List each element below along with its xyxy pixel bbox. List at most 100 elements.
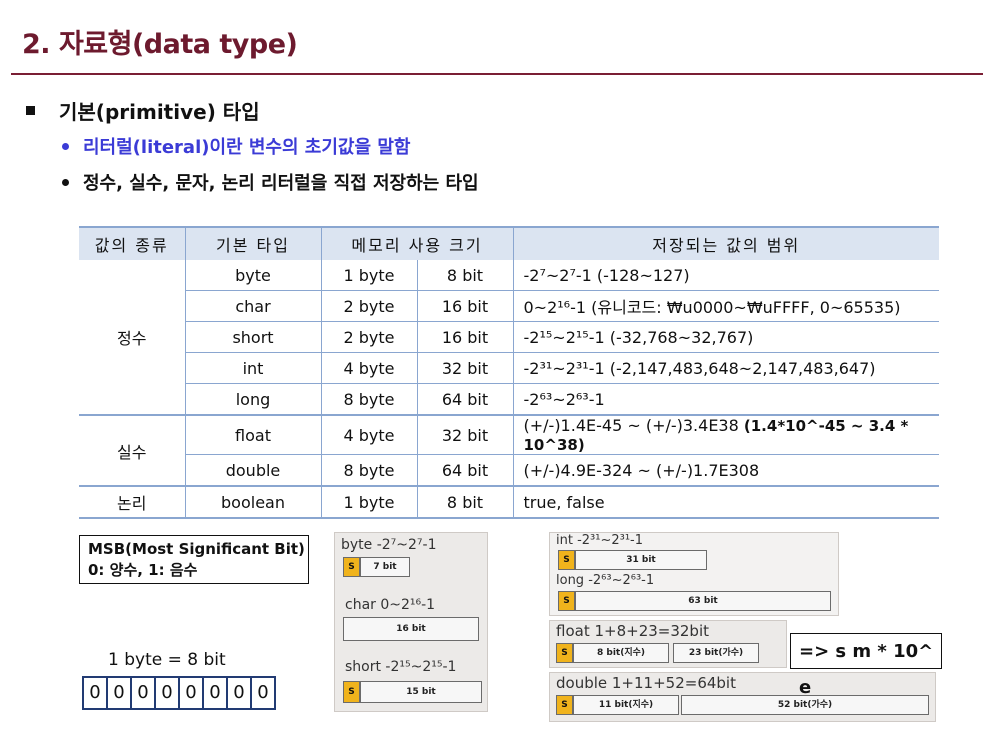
- cell-bits: 32 bit: [417, 352, 514, 384]
- cell-bits: 16 bit: [417, 290, 514, 322]
- cell-bits: 32 bit: [417, 415, 514, 455]
- short-diagram-label: short -2¹⁵~2¹⁵-1: [345, 659, 457, 675]
- bit-cell: 0: [108, 678, 132, 708]
- cell-type: char: [185, 290, 322, 322]
- sign-bit: S: [556, 643, 573, 663]
- header-type: 기본 타입: [185, 226, 322, 260]
- bullet-primitive-text: 기본(primitive) 타입: [59, 100, 260, 124]
- float-diagram: float 1+8+23=32bit S 8 bit(지수) 23 bit(가수…: [549, 620, 787, 668]
- cell-type: boolean: [185, 486, 322, 519]
- sign-bit: S: [558, 591, 575, 611]
- double-exponent-bar: 11 bit(지수): [573, 695, 679, 715]
- group-integer: 정수: [79, 260, 186, 416]
- long-bits-bar: 63 bit: [575, 591, 831, 611]
- cell-bytes: 4 byte: [321, 415, 418, 455]
- cell-type: double: [185, 454, 322, 487]
- table-row: short 2 byte 16 bit -2¹⁵~2¹⁵-1 (-32,768~…: [79, 321, 939, 353]
- bit-cells: 0 0 0 0 0 0 0 0: [82, 676, 276, 710]
- sign-bit: S: [556, 695, 573, 715]
- bit-cell: 0: [156, 678, 180, 708]
- cell-bytes: 4 byte: [321, 352, 418, 384]
- cell-bits: 8 bit: [417, 486, 514, 519]
- cell-range: -2⁷~2⁷-1 (-128~127): [513, 260, 939, 291]
- header-range: 저장되는 값의 범위: [513, 226, 939, 260]
- table-row: 정수 byte 1 byte 8 bit -2⁷~2⁷-1 (-128~127): [79, 260, 939, 416]
- dot-bullet-icon: [62, 142, 69, 150]
- bullet-literal: 리터럴(literal)이란 변수의 초기값을 말함: [62, 133, 410, 159]
- cell-type: long: [185, 383, 322, 416]
- byte-label: 1 byte = 8 bit: [108, 650, 226, 670]
- header-kind: 값의 종류: [79, 226, 186, 260]
- cell-range: -2³¹~2³¹-1 (-2,147,483,648~2,147,483,647…: [513, 352, 939, 384]
- cell-type: int: [185, 352, 322, 384]
- page-title: 2. 자료형(data type): [22, 29, 298, 60]
- cell-range: (+/-)1.4E-45 ~ (+/-)3.4E38 (1.4*10^-45 ~…: [513, 415, 939, 455]
- sign-bit: S: [343, 681, 360, 703]
- primitive-type-table: 값의 종류 기본 타입 메모리 사용 크기 저장되는 값의 범위 정수 byte…: [79, 226, 939, 519]
- cell-bits: 16 bit: [417, 321, 514, 353]
- cell-bytes: 1 byte: [321, 260, 418, 291]
- bullet-literal-text: 리터럴(literal)이란 변수의 초기값을 말함: [83, 137, 411, 158]
- long-diagram-label: long -2⁶³~2⁶³-1: [556, 573, 655, 588]
- float-diagram-label: float 1+8+23=32bit: [556, 622, 710, 640]
- table-row: 실수 float 4 byte 32 bit (+/-)1.4E-45 ~ (+…: [79, 415, 939, 487]
- msb-note: MSB(Most Significant Bit) 0: 양수, 1: 음수: [79, 535, 309, 584]
- cell-range: -2⁶³~2⁶³-1: [513, 383, 939, 416]
- bit-cell: 0: [204, 678, 228, 708]
- float-mantissa-bar: 23 bit(가수): [673, 643, 759, 663]
- sign-bit: S: [558, 550, 575, 570]
- cell-range: (+/-)4.9E-324 ~ (+/-)1.7E308: [513, 454, 939, 487]
- dot-bullet-icon: [62, 178, 69, 186]
- double-mantissa-bar: 52 bit(가수): [681, 695, 929, 715]
- cell-type: short: [185, 321, 322, 353]
- char-diagram-label: char 0~2¹⁶-1: [345, 597, 436, 613]
- cell-bits: 64 bit: [417, 383, 514, 416]
- double-diagram-label: double 1+11+52=64bit: [556, 674, 736, 692]
- bit-cell: 0: [257, 682, 269, 703]
- range-note: (1.4*10^-45 ~ 3.4 * 10^38): [523, 417, 909, 454]
- int-long-diagram: int -2³¹~2³¹-1 S 31 bit long -2⁶³~2⁶³-1 …: [549, 532, 839, 616]
- table-header-row: 값의 종류 기본 타입 메모리 사용 크기 저장되는 값의 범위: [79, 226, 939, 260]
- bit-cell: 0: [132, 678, 156, 708]
- bit-cell: 0: [228, 678, 252, 708]
- title-divider: [11, 73, 983, 75]
- msb-line1: MSB(Most Significant Bit): [88, 540, 305, 558]
- table-row: int 4 byte 32 bit -2³¹~2³¹-1 (-2,147,483…: [79, 352, 939, 384]
- bit-cell: 0: [84, 678, 108, 708]
- small-int-diagram: byte -2⁷~2⁷-1 S 7 bit char 0~2¹⁶-1 16 bi…: [334, 532, 488, 712]
- cell-type: byte: [185, 260, 322, 291]
- table-row: double 8 byte 64 bit (+/-)4.9E-324 ~ (+/…: [79, 454, 939, 487]
- table-row: long 8 byte 64 bit -2⁶³~2⁶³-1: [79, 383, 939, 416]
- cell-bytes: 8 byte: [321, 383, 418, 416]
- char-bits-bar: 16 bit: [343, 617, 479, 641]
- cell-range: -2¹⁵~2¹⁵-1 (-32,768~32,767): [513, 321, 939, 353]
- group-logic: 논리: [79, 486, 186, 519]
- cell-range: 0~2¹⁶-1 (유니코드: ₩u0000~₩uFFFF, 0~65535): [513, 290, 939, 322]
- msb-line2: 0: 양수, 1: 음수: [88, 561, 198, 579]
- cell-bytes: 1 byte: [321, 486, 418, 519]
- table-row: 논리 boolean 1 byte 8 bit true, false: [79, 486, 939, 519]
- cell-bits: 64 bit: [417, 454, 514, 487]
- byte-bits-bar: 7 bit: [360, 557, 410, 577]
- cell-type: float: [185, 415, 322, 455]
- bullet-kinds-text: 정수, 실수, 문자, 논리 리터럴을 직접 저장하는 타입: [83, 173, 479, 194]
- int-bits-bar: 31 bit: [575, 550, 707, 570]
- table-row: char 2 byte 16 bit 0~2¹⁶-1 (유니코드: ₩u0000…: [79, 290, 939, 322]
- group-real: 실수: [79, 415, 186, 487]
- range-text: (+/-)1.4E-45 ~ (+/-)3.4E38: [523, 416, 739, 435]
- bullet-primitive: 기본(primitive) 타입: [26, 96, 260, 125]
- byte-diagram-label: byte -2⁷~2⁷-1: [341, 537, 437, 553]
- int-diagram-label: int -2³¹~2³¹-1: [556, 533, 644, 548]
- bullet-kinds: 정수, 실수, 문자, 논리 리터럴을 직접 저장하는 타입: [62, 169, 479, 195]
- cell-bytes: 2 byte: [321, 321, 418, 353]
- cell-range: true, false: [513, 486, 939, 519]
- square-bullet-icon: [26, 106, 35, 115]
- cell-bits: 8 bit: [417, 260, 514, 291]
- double-diagram: double 1+11+52=64bit S 11 bit(지수) 52 bit…: [549, 672, 936, 722]
- header-size: 메모리 사용 크기: [321, 226, 514, 260]
- formula-box: => s m * 10^ e: [790, 633, 942, 698]
- short-bits-bar: 15 bit: [360, 681, 482, 703]
- cell-bytes: 2 byte: [321, 290, 418, 322]
- cell-bytes: 8 byte: [321, 454, 418, 487]
- sign-bit: S: [343, 557, 360, 577]
